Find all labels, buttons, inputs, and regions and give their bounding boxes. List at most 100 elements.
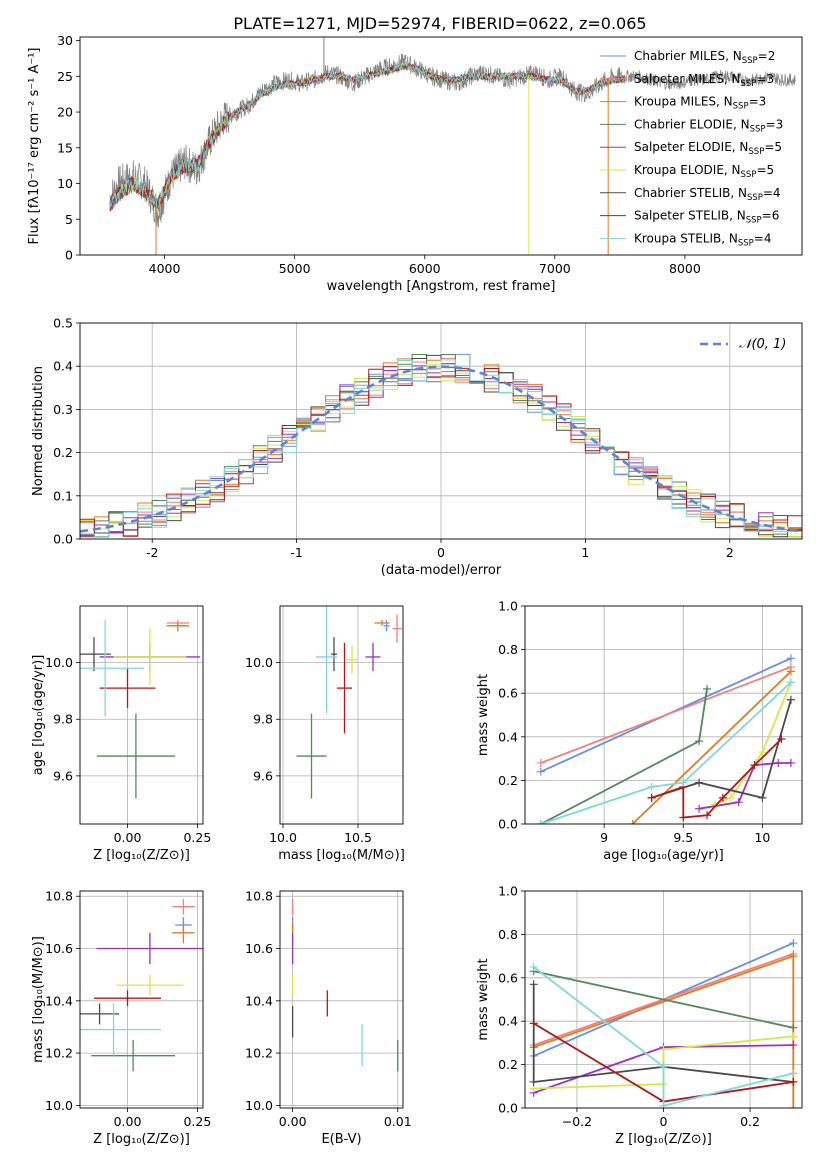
x-tick-label: 1 xyxy=(581,545,589,560)
y-tick-label: 1.0 xyxy=(498,884,518,899)
legend-subscript: SSP xyxy=(733,102,749,112)
y-tick-label: 10.6 xyxy=(45,941,73,956)
x-tick-label: 5000 xyxy=(279,261,311,276)
series-line xyxy=(533,966,794,1107)
series-line xyxy=(532,984,794,1084)
series-marker xyxy=(758,793,767,802)
histogram-step xyxy=(80,366,802,538)
legend-label: Kroupa MILES, NSSP=3 xyxy=(634,95,766,112)
y-tick-label: 20 xyxy=(57,105,73,120)
series-marker xyxy=(786,695,795,704)
series-marker xyxy=(695,804,704,813)
legend-label: Chabrier STELIB, NSSP=4 xyxy=(634,186,781,203)
x-tick-label: 0.00 xyxy=(114,1114,142,1129)
series-marker xyxy=(777,734,786,743)
legend-label: Chabrier ELODIE, NSSP=3 xyxy=(634,117,783,134)
series-marker xyxy=(529,962,538,971)
panel-age-vs-Z: 0.00 0.25 9.6 9.8 10.0 Z [log₁₀(Z/Z⊙)] age [lo… xyxy=(31,605,211,863)
panel-histogram: -2 -1 0 1 2 0.0 0.1 0.2 0.3 0.4 0.5 (data-model)/er… xyxy=(31,316,803,578)
series-marker xyxy=(536,820,545,824)
series-line xyxy=(631,670,792,824)
axes-frame xyxy=(524,605,803,825)
legend-subscript: SSP xyxy=(750,124,766,134)
x-tick-label: 2 xyxy=(726,545,734,560)
legend-subscript: SSP xyxy=(741,79,757,89)
series-marker xyxy=(789,1104,798,1108)
x-tick-label: 0.01 xyxy=(384,1114,412,1129)
y-tick-label: 15 xyxy=(57,140,73,155)
series-marker xyxy=(789,1023,798,1032)
plot-area-histogram xyxy=(80,323,802,539)
panel-weight-vs-age: 9 9.5 10 0.0 0.2 0.4 0.6 0.8 1.0 age [log₁₀(age/y… xyxy=(476,599,803,863)
y-tick-label: 0.6 xyxy=(498,686,518,701)
x-tick-label: 0.25 xyxy=(183,1114,211,1129)
model-spectrum-line xyxy=(109,62,627,213)
legend-tail: =2 xyxy=(758,49,776,63)
x-tick-label: -2 xyxy=(146,545,158,560)
model-spectrum-line xyxy=(109,63,627,210)
y-tick-label: 0.0 xyxy=(498,817,518,832)
plot-area-weight-vs-Z xyxy=(525,891,802,1108)
x-tick-label: 10.0 xyxy=(269,830,297,845)
series-line xyxy=(540,681,792,824)
y-tick-label: 0.4 xyxy=(53,359,73,374)
series-marker xyxy=(789,1032,798,1041)
series-marker xyxy=(679,778,688,787)
y-tick-label: 10.2 xyxy=(245,1046,273,1061)
legend-subscript: SSP xyxy=(747,193,763,203)
y-tick-label: 0.0 xyxy=(498,1101,518,1116)
y-tick-label: 25 xyxy=(57,69,73,84)
plot-area-age-vs-Z xyxy=(80,606,203,824)
series-line xyxy=(651,699,792,799)
x-axis-label: age [log₁₀(age/yr)] xyxy=(603,848,724,863)
x-tick-label: 8000 xyxy=(669,261,701,276)
y-tick-label: 5 xyxy=(65,212,73,227)
panel-spectrum: 4000 5000 6000 7000 8000 0 5 10 15 20 25 30 waveleng… xyxy=(27,33,803,294)
series-marker xyxy=(529,1019,538,1028)
series-line xyxy=(533,970,794,1029)
series-marker xyxy=(679,813,688,822)
series-marker xyxy=(786,678,795,687)
legend-label: Kroupa ELODIE, NSSP=5 xyxy=(634,163,774,180)
series-marker xyxy=(750,761,759,770)
y-axis-label: mass weight xyxy=(476,958,491,1040)
legend-subscript: SSP xyxy=(748,147,764,157)
series-marker xyxy=(536,758,545,767)
series-marker xyxy=(628,820,637,824)
y-tick-label: 0.1 xyxy=(53,488,73,503)
series-marker xyxy=(789,1041,798,1050)
model-spectrum-line xyxy=(109,62,627,210)
y-tick-label: 0.2 xyxy=(498,1057,518,1072)
y-tick-label: 10 xyxy=(57,176,73,191)
y-tick-label: 10.0 xyxy=(45,1098,73,1113)
series-marker xyxy=(536,767,545,776)
axes-frame xyxy=(79,605,204,825)
x-axis-label: Z [log₁₀(Z/Z⊙)] xyxy=(93,848,190,863)
series-marker xyxy=(659,1101,668,1108)
plot-layer: 4000 5000 6000 7000 8000051015202530waveleng… xyxy=(27,33,803,1147)
panel-weight-vs-Z: −0.2 0 0.2 0.0 0.2 0.4 0.6 0.8 1.0 Z [log₁₀(Z/Z⊙)… xyxy=(476,884,803,1147)
axes-frame xyxy=(279,890,404,1109)
legend-subscript: SSP xyxy=(742,56,758,66)
legend-tail: =6 xyxy=(762,209,780,223)
series-marker xyxy=(786,758,795,767)
x-axis-label: E(B-V) xyxy=(321,1132,361,1147)
series-marker xyxy=(789,939,798,948)
y-tick-label: 10.0 xyxy=(45,655,73,670)
y-tick-label: 10.0 xyxy=(245,655,273,670)
series-marker xyxy=(774,758,783,767)
series-marker xyxy=(647,793,656,802)
series-marker xyxy=(695,778,704,787)
series-marker xyxy=(659,1045,668,1054)
axes-frame xyxy=(79,36,803,256)
y-tick-label: 9.8 xyxy=(53,712,73,727)
y-axis-label: Normed distribution xyxy=(31,366,46,496)
x-tick-label: 10 xyxy=(754,830,770,845)
y-tick-label: 30 xyxy=(57,33,73,48)
y-tick-label: 10.4 xyxy=(45,993,73,1008)
legend-tail: =3 xyxy=(756,72,774,86)
x-axis-label: wavelength [Angstrom, rest frame] xyxy=(327,279,556,294)
x-tick-label: 0.25 xyxy=(183,830,211,845)
normal-curve xyxy=(80,365,800,533)
legend-tail: =4 xyxy=(763,186,781,200)
